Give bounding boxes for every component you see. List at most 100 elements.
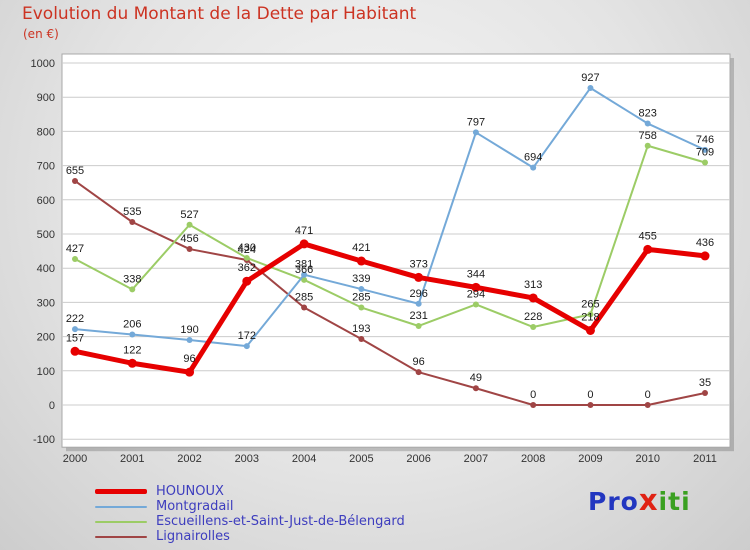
data-point-label: 430 [238, 242, 256, 254]
data-point [358, 286, 365, 293]
y-tick-label: 900 [37, 92, 55, 104]
legend-label: Lignairolles [156, 529, 230, 544]
data-point [472, 301, 479, 308]
data-point [414, 272, 424, 282]
legend-line-sample [95, 520, 147, 523]
data-point-label: 366 [295, 264, 313, 276]
data-point-label: 655 [66, 165, 84, 177]
logo-text-pro: Pro [588, 487, 639, 516]
x-tick-label: 2007 [464, 453, 488, 465]
data-point-label: 456 [180, 233, 198, 245]
data-point-label: 381 [295, 259, 313, 271]
legend-line-sample [95, 505, 147, 508]
x-tick-label: 2003 [235, 453, 259, 465]
data-point [358, 304, 365, 311]
legend-label: Montgradail [156, 499, 234, 514]
data-point [643, 244, 653, 254]
data-point-label: 0 [645, 389, 651, 401]
data-point [301, 276, 308, 283]
data-point-label: 746 [696, 134, 714, 146]
data-point [358, 335, 365, 342]
legend-item-hounoux: HOUNOUX [95, 484, 405, 499]
x-tick-label: 2000 [63, 453, 87, 465]
series-escueillens-et-saint-just-de-b-lengard [72, 142, 708, 331]
page-subtitle: (en €) [23, 27, 59, 41]
data-point [299, 239, 309, 249]
data-point [186, 337, 193, 344]
x-tick-label: 2009 [578, 453, 602, 465]
data-point [243, 343, 250, 350]
x-tick-label: 2006 [406, 453, 430, 465]
legend-item-lignairolles: Lignairolles [95, 529, 405, 544]
data-point-label: 96 [413, 356, 425, 368]
y-tick-label: 800 [37, 126, 55, 138]
data-point [72, 326, 78, 333]
data-point-label: 797 [467, 116, 485, 128]
data-point-label: 122 [123, 344, 141, 356]
legend-label: HOUNOUX [156, 484, 224, 499]
data-point [127, 358, 137, 368]
data-point [356, 256, 366, 266]
data-point-label: 927 [581, 72, 599, 84]
data-point-label: 285 [295, 292, 313, 304]
data-point [472, 385, 479, 392]
y-tick-label: 100 [37, 366, 55, 378]
x-axis-labels: 2000 2001 2002 2003 2004 2005 2006 2007 2008 2009… [63, 453, 717, 465]
data-point [129, 331, 136, 338]
y-tick-label: 600 [37, 195, 55, 207]
data-point-label: 294 [467, 288, 485, 300]
data-point [415, 369, 422, 376]
data-point-label: 455 [639, 230, 657, 242]
series-line [72, 241, 708, 375]
data-point [587, 311, 594, 318]
data-point [129, 219, 136, 226]
data-point-label: 362 [238, 262, 256, 274]
data-point [530, 324, 537, 331]
legend-item-montgradail: Montgradail [95, 499, 405, 514]
proxiti-logo: Proxiti [588, 483, 691, 517]
page-title: Evolution du Montant de la Dette par Hab… [22, 4, 417, 24]
y-tick-label: 500 [37, 229, 55, 241]
x-tick-label: 2008 [521, 453, 545, 465]
data-point-label: 157 [66, 332, 84, 344]
y-tick-label: -100 [33, 434, 55, 446]
data-point [644, 402, 651, 408]
data-point [530, 402, 537, 408]
data-point-label: 344 [467, 268, 485, 280]
data-point [72, 177, 78, 184]
data-point-label: 218 [581, 311, 599, 323]
y-tick-label: 300 [37, 297, 55, 309]
data-point [585, 325, 595, 335]
x-tick-label: 2001 [120, 453, 144, 465]
data-point [587, 402, 594, 408]
plot-panel [61, 53, 731, 448]
y-axis-labels: -100 0 100 200 300 400 500 600 700 800 900 1000 [31, 58, 55, 446]
data-point-label: 172 [238, 330, 256, 342]
data-point-label: 285 [352, 292, 370, 304]
x-tick-label: 2010 [635, 453, 659, 465]
data-point [702, 159, 708, 166]
data-point [72, 255, 78, 262]
data-point [700, 251, 710, 261]
data-point-label: 527 [180, 209, 198, 221]
legend-line-sample [95, 535, 147, 538]
x-tick-label: 2004 [292, 453, 316, 465]
data-point-label: 231 [409, 310, 427, 322]
data-point [528, 293, 538, 303]
data-point [415, 300, 422, 307]
y-tick-label: 0 [49, 400, 55, 412]
data-point [587, 84, 594, 91]
data-point-label: 265 [581, 298, 599, 310]
data-point-label: 373 [409, 258, 427, 270]
data-point-label: 427 [66, 243, 84, 255]
series-montgradail [72, 84, 708, 350]
data-point [472, 129, 479, 136]
data-point-label: 471 [295, 225, 313, 237]
data-point-label: 535 [123, 206, 141, 218]
series-line [74, 144, 706, 329]
data-point-label: 296 [409, 288, 427, 300]
data-point-label: 758 [639, 130, 657, 142]
data-point [702, 390, 708, 397]
logo-text-x: x [638, 483, 659, 517]
